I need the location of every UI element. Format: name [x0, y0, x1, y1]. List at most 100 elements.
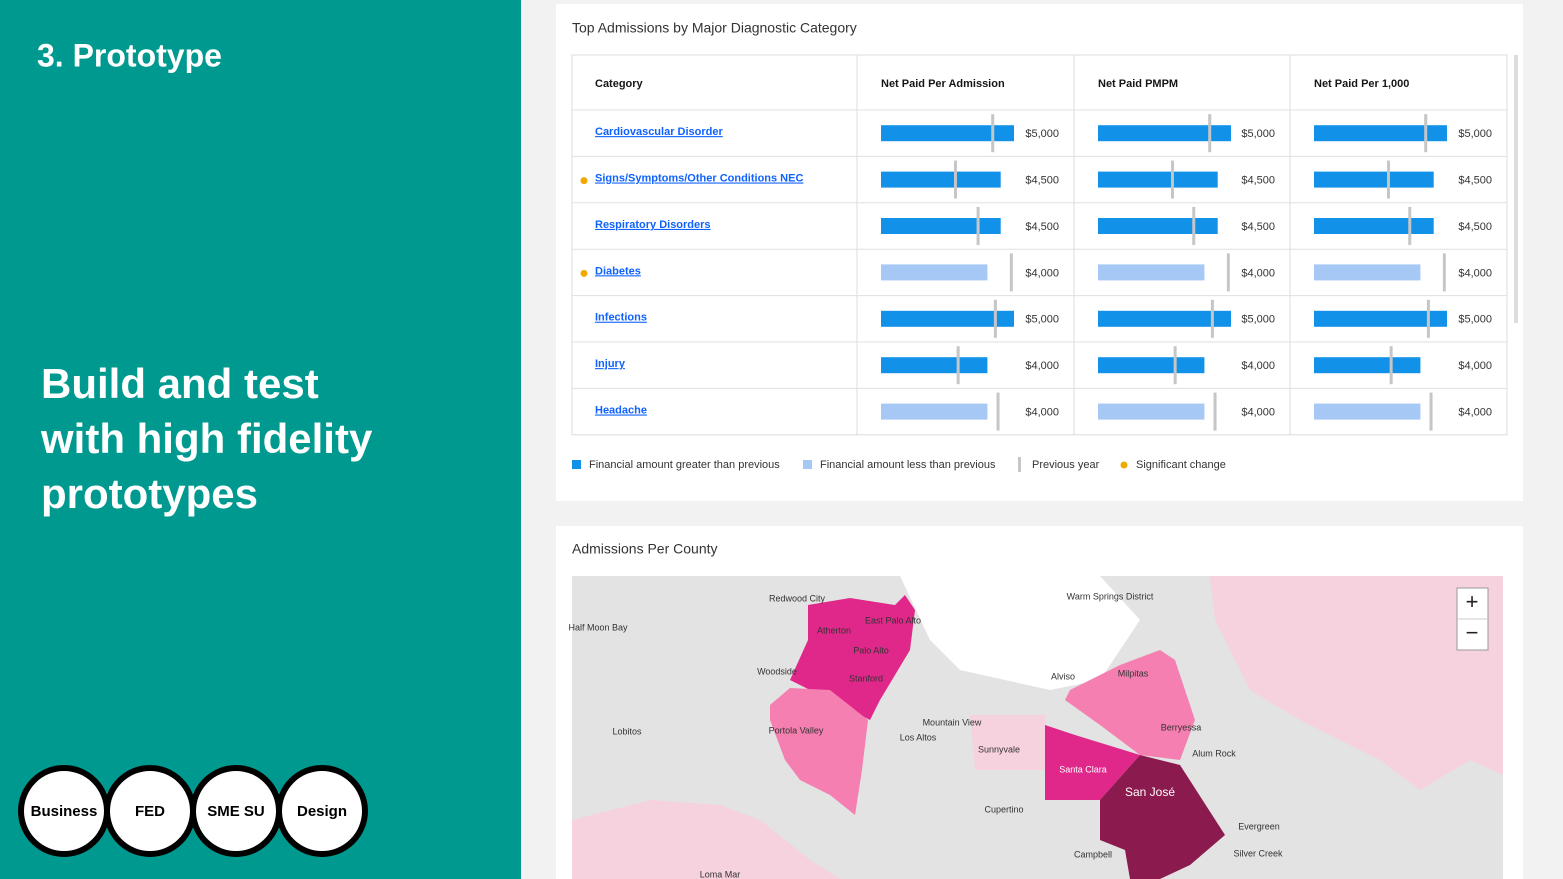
- significant-dot: [580, 177, 588, 185]
- previous-marker: [1389, 346, 1393, 385]
- value-label: $4,000: [1025, 360, 1059, 372]
- bar: [1098, 310, 1231, 327]
- previous-marker: [1208, 114, 1212, 153]
- previous-marker: [953, 160, 957, 199]
- value-label: $5,000: [1025, 128, 1059, 140]
- value-label: $4,000: [1025, 267, 1059, 279]
- previous-marker: [1173, 346, 1177, 385]
- column-header: Net Paid PMPM: [1098, 78, 1178, 90]
- place-label: Half Moon Bay: [568, 622, 628, 632]
- previous-marker: [1213, 392, 1217, 431]
- place-label: Mountain View: [923, 717, 982, 727]
- value-label: $4,500: [1025, 175, 1059, 187]
- region: [572, 800, 840, 879]
- place-labels: Redwood City Half Moon Bay Atherton East Pa…: [568, 591, 1283, 879]
- value-label: $4,000: [1241, 407, 1275, 419]
- map-title: Admissions Per County: [572, 541, 718, 557]
- place-label: East Palo Alto: [865, 615, 921, 625]
- place-label: Loma Mar: [700, 869, 741, 879]
- previous-marker: [1408, 207, 1412, 245]
- table-title: Top Admissions by Major Diagnostic Categ…: [572, 20, 857, 36]
- bar: [881, 125, 1014, 142]
- value-label: $4,000: [1458, 360, 1492, 372]
- category-link[interactable]: Signs/Symptoms/Other Conditions NEC: [595, 173, 803, 185]
- heading-line: Build and test: [41, 360, 319, 407]
- place-label: Lobitos: [612, 726, 642, 736]
- role-label: SME SU: [207, 803, 265, 820]
- place-label: Silver Creek: [1233, 848, 1283, 858]
- previous-marker: [1429, 392, 1433, 431]
- value-label: $5,000: [1458, 314, 1492, 326]
- place-label: Alum Rock: [1192, 748, 1236, 758]
- place-label: Los Altos: [900, 732, 937, 742]
- bar: [1098, 403, 1205, 420]
- category-link[interactable]: Injury: [595, 358, 626, 370]
- legend: Financial amount greater than previous Fi…: [572, 457, 1226, 472]
- heading: Build and test with high fidelity prototyp…: [40, 360, 373, 517]
- legend-label: Financial amount less than previous: [820, 459, 996, 471]
- table: Category Net Paid Per Admission Net Paid P…: [571, 54, 1508, 436]
- bar: [1314, 310, 1447, 327]
- category-link[interactable]: Headache: [595, 405, 647, 417]
- value-label: $4,500: [1241, 221, 1275, 233]
- place-label: San José: [1125, 785, 1175, 799]
- legend-swatch: [1120, 461, 1128, 469]
- value-label: $5,000: [1241, 128, 1275, 140]
- bar: [1098, 264, 1205, 281]
- bar: [1314, 357, 1421, 374]
- bar: [1314, 403, 1421, 420]
- category-link[interactable]: Diabetes: [595, 265, 641, 277]
- bar: [1314, 218, 1434, 234]
- value-label: $4,000: [1025, 407, 1059, 419]
- role-circle: [276, 765, 368, 857]
- significant-dot: [580, 269, 588, 277]
- table-border: [571, 54, 1508, 436]
- bar: [881, 357, 988, 374]
- place-label: Santa Clara: [1059, 764, 1107, 774]
- category-link[interactable]: Cardiovascular Disorder: [595, 126, 723, 138]
- region: [1210, 576, 1503, 790]
- place-label: Alviso: [1051, 671, 1075, 681]
- previous-marker: [1226, 253, 1230, 292]
- place-label: Portola Valley: [769, 725, 824, 735]
- value-label: $5,000: [1241, 314, 1275, 326]
- place-label: Milpitas: [1118, 668, 1149, 678]
- value-label: $4,000: [1458, 407, 1492, 419]
- previous-marker: [1426, 299, 1430, 338]
- column-header: Net Paid Per Admission: [881, 78, 1005, 90]
- bar: [1098, 357, 1205, 374]
- bar: [1314, 171, 1434, 188]
- category-link[interactable]: Infections: [595, 312, 647, 324]
- previous-marker: [1386, 160, 1390, 199]
- region: [1065, 650, 1195, 760]
- place-label: Cupertino: [984, 804, 1023, 814]
- bar: [881, 264, 988, 281]
- previous-marker: [1442, 253, 1446, 292]
- region: [970, 715, 1045, 770]
- bar: [881, 218, 1001, 234]
- place-label: Stanford: [849, 673, 883, 683]
- previous-marker: [996, 392, 1000, 431]
- legend-swatch: [803, 460, 812, 469]
- step-title: 3. Prototype: [37, 37, 222, 73]
- value-label: $5,000: [1025, 314, 1059, 326]
- value-label: $4,000: [1241, 267, 1275, 279]
- place-label: Woodside: [757, 666, 797, 676]
- zoom-in[interactable]: +: [1466, 589, 1479, 614]
- previous-marker: [991, 114, 995, 153]
- legend-label: Financial amount greater than previous: [589, 459, 780, 471]
- place-label: Campbell: [1074, 849, 1112, 859]
- region: [770, 688, 868, 815]
- column-header: Category: [595, 78, 644, 90]
- legend-label: Significant change: [1136, 459, 1226, 471]
- legend-swatch: [1018, 457, 1021, 472]
- value-label: $4,500: [1458, 221, 1492, 233]
- category-link[interactable]: Respiratory Disorders: [595, 219, 711, 231]
- previous-marker: [993, 299, 997, 338]
- bay: [900, 576, 1140, 690]
- role-label: Design: [297, 803, 347, 820]
- zoom-out[interactable]: −: [1466, 620, 1479, 645]
- region: [1100, 755, 1225, 879]
- value-label: $4,500: [1025, 221, 1059, 233]
